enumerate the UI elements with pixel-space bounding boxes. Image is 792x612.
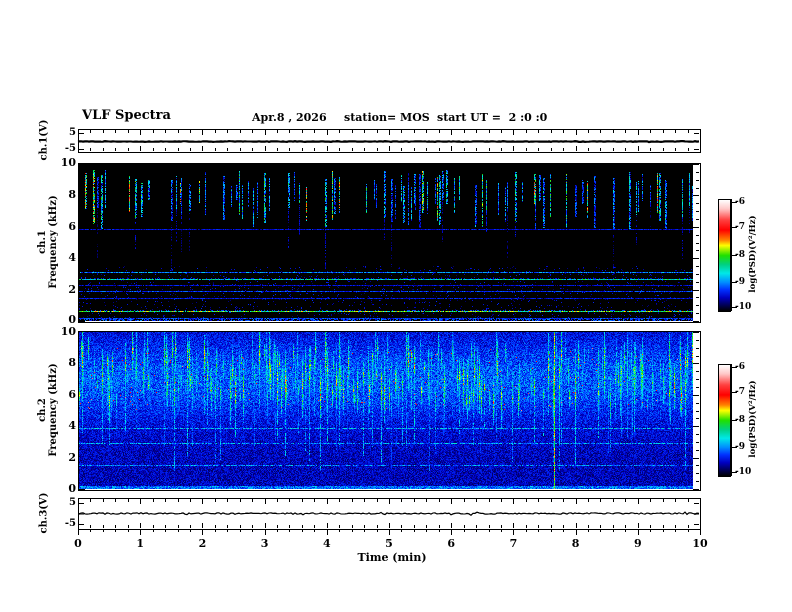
colorbar-ch2 <box>718 364 731 477</box>
cb2-tick--9: -9 <box>735 442 745 453</box>
ch2-frequency-axis-label: ch.2 Frequency (kHz) <box>37 363 59 456</box>
ch1-axis-label-line1: ch.1 <box>37 230 48 254</box>
colorbar-ch2-label: log(PSD)(V²/Hz) <box>748 380 758 458</box>
ch1-spec-ytick-6: 6 <box>68 219 76 233</box>
x-tick-label-5: 5 <box>385 537 393 550</box>
x-tick-label-2: 2 <box>198 537 207 550</box>
x-tick-label-8: 8 <box>571 537 580 550</box>
ch2-spectrogram-canvas <box>79 332 693 489</box>
x-tick-label-9: 9 <box>633 537 642 550</box>
ch1-wave-ytick--5: -5 <box>64 143 76 154</box>
x-tick-label-3: 3 <box>260 537 269 550</box>
ch1-spec-ytick-10: 10 <box>60 156 76 169</box>
x-tick-label-1: 1 <box>136 537 145 550</box>
ch2-spec-ytick-2: 2 <box>68 451 76 465</box>
cb1-tick--6: -6 <box>735 197 745 208</box>
ch1-spec-ytick-2: 2 <box>68 283 76 297</box>
ch2-axis-label-line2: Frequency (kHz) <box>48 363 59 457</box>
ch1-wave-ytick-5: 5 <box>69 127 76 138</box>
ch2-spec-ytick-6: 6 <box>68 387 76 401</box>
x-tick-label-4: 4 <box>322 537 331 550</box>
cb2-tick--8: -8 <box>735 414 745 425</box>
station-label: station= MOS <box>344 111 430 124</box>
cb1-tick--7: -7 <box>735 221 745 232</box>
ch1-voltage-axis-label: ch.1(V) <box>38 119 50 161</box>
x-tick-label-0: 0 <box>74 537 82 550</box>
cb2-tick--6: -6 <box>735 362 745 373</box>
ch1-spec-ytick-8: 8 <box>68 187 76 201</box>
plot-title: VLF Spectra <box>82 108 171 123</box>
start-ut-label: start UT = 2 :0 :0 <box>437 111 548 124</box>
ch3-voltage-axis-label: ch.3(V) <box>38 492 50 534</box>
x-tick-label-10: 10 <box>692 537 708 550</box>
ch2-spec-ytick-8: 8 <box>68 355 76 369</box>
ch2-axis-label-line1: ch.2 <box>37 398 48 422</box>
x-axis-title: Time (min) <box>357 551 427 564</box>
x-tick-label-6: 6 <box>447 537 456 550</box>
date-label: Apr.8 , 2026 <box>252 111 327 124</box>
ch3-wave-ytick-5: 5 <box>69 497 76 508</box>
colorbar-ch1 <box>718 199 731 312</box>
ch2-spec-ytick-4: 4 <box>68 419 76 433</box>
cb2-tick--10: -10 <box>735 466 752 477</box>
colorbar-ch1-label: log(PSD)(V²/Hz) <box>748 215 758 293</box>
cb1-tick--10: -10 <box>735 301 752 312</box>
x-tick-label-7: 7 <box>509 537 518 550</box>
ch1-frequency-axis-label: ch.1 Frequency (kHz) <box>37 195 59 288</box>
cb2-tick--7: -7 <box>735 386 745 397</box>
ch2-spec-ytick-0: 0 <box>68 482 76 495</box>
ch1-spectrogram-canvas <box>79 164 693 321</box>
cb1-tick--9: -9 <box>735 277 745 288</box>
ch2-spec-ytick-10: 10 <box>60 325 76 338</box>
ch3-wave-ytick--5: -5 <box>64 518 76 529</box>
ch1-axis-label-line2: Frequency (kHz) <box>48 195 59 289</box>
ch1-spec-ytick-4: 4 <box>68 251 76 265</box>
ch1-spec-ytick-0: 0 <box>68 313 76 326</box>
cb1-tick--8: -8 <box>735 249 745 260</box>
